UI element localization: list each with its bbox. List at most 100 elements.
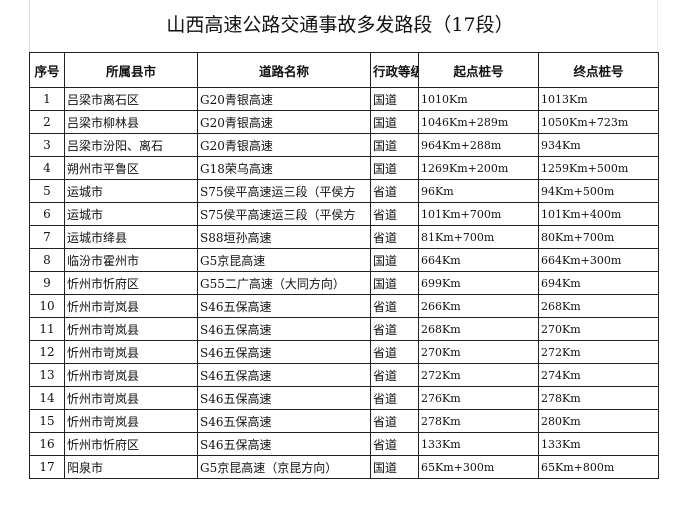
table-row: 16 忻州市忻府区 S46五保高速 省道 133Km 133Km (29, 432, 659, 456)
cell-end-stake: 1050Km+723m (538, 110, 659, 134)
cell-admin-level: 省道 (370, 409, 419, 433)
table-row: 2 吕梁市柳林县 G20青银高速 国道 1046Km+289m 1050Km+723m (29, 110, 659, 134)
cell-county: 运城市 (64, 179, 198, 203)
cell-road-name: S75侯平高速运三段（平侯方 (197, 179, 371, 203)
cell-admin-level: 省道 (370, 179, 419, 203)
accident-sections-table: 序号 所属县市 道路名称 行政等级 起点桩号 终点桩号 1 吕梁市离石区 G20青银高速 国道 1… (29, 52, 659, 479)
cell-seq: 3 (29, 133, 65, 157)
cell-end-stake: 278Km (538, 386, 659, 410)
cell-admin-level: 国道 (370, 87, 419, 111)
cell-admin-level: 国道 (370, 248, 419, 272)
cell-road-name: G5京昆高速 (197, 248, 371, 272)
cell-seq: 2 (29, 110, 65, 134)
cell-start-stake: 664Km (418, 248, 539, 272)
cell-county: 吕梁市汾阳、离石 (64, 133, 198, 157)
cell-admin-level: 国道 (370, 156, 419, 180)
table-row: 5 运城市 S75侯平高速运三段（平侯方 省道 96Km 94Km+500m (29, 179, 659, 203)
cell-road-name: S46五保高速 (197, 409, 371, 433)
cell-admin-level: 国道 (370, 455, 419, 479)
cell-admin-level: 省道 (370, 294, 419, 318)
cell-seq: 7 (29, 225, 65, 249)
cell-admin-level: 国道 (370, 110, 419, 134)
page-edge (29, 0, 30, 60)
cell-road-name: S75侯平高速运三段（平侯方 (197, 202, 371, 226)
cell-road-name: G18荣乌高速 (197, 156, 371, 180)
cell-end-stake: 268Km (538, 294, 659, 318)
header-seq: 序号 (29, 52, 65, 88)
cell-end-stake: 694Km (538, 271, 659, 295)
cell-end-stake: 274Km (538, 363, 659, 387)
cell-end-stake: 94Km+500m (538, 179, 659, 203)
table-row: 10 忻州市岢岚县 S46五保高速 省道 266Km 268Km (29, 294, 659, 318)
cell-road-name: G55二广高速（大同方向） (197, 271, 371, 295)
cell-start-stake: 96Km (418, 179, 539, 203)
cell-seq: 5 (29, 179, 65, 203)
cell-start-stake: 276Km (418, 386, 539, 410)
cell-seq: 17 (29, 455, 65, 479)
table-row: 6 运城市 S75侯平高速运三段（平侯方 省道 101Km+700m 101Km+400m (29, 202, 659, 226)
cell-admin-level: 省道 (370, 317, 419, 341)
cell-seq: 15 (29, 409, 65, 433)
cell-admin-level: 国道 (370, 271, 419, 295)
header-admin-level: 行政等级 (370, 52, 419, 88)
header-road-name: 道路名称 (197, 52, 371, 88)
cell-end-stake: 133Km (538, 432, 659, 456)
cell-end-stake: 80Km+700m (538, 225, 659, 249)
table-row: 7 运城市绛县 S88垣孙高速 省道 81Km+700m 80Km+700m (29, 225, 659, 249)
cell-end-stake: 934Km (538, 133, 659, 157)
cell-county: 运城市绛县 (64, 225, 198, 249)
cell-road-name: G20青银高速 (197, 87, 371, 111)
page-title: 山西高速公路交通事故多发路段（17段） (166, 14, 514, 36)
cell-start-stake: 81Km+700m (418, 225, 539, 249)
cell-end-stake: 272Km (538, 340, 659, 364)
cell-start-stake: 278Km (418, 409, 539, 433)
cell-road-name: S46五保高速 (197, 432, 371, 456)
header-county: 所属县市 (64, 52, 198, 88)
cell-county: 忻州市忻府区 (64, 271, 198, 295)
cell-county: 忻州市岢岚县 (64, 363, 198, 387)
cell-start-stake: 699Km (418, 271, 539, 295)
table-row: 15 忻州市岢岚县 S46五保高速 省道 278Km 280Km (29, 409, 659, 433)
cell-county: 吕梁市离石区 (64, 87, 198, 111)
table-row: 1 吕梁市离石区 G20青银高速 国道 1010Km 1013Km (29, 87, 659, 111)
cell-admin-level: 省道 (370, 202, 419, 226)
cell-road-name: S46五保高速 (197, 340, 371, 364)
table-row: 4 朔州市平鲁区 G18荣乌高速 国道 1269Km+200m 1259Km+500m (29, 156, 659, 180)
cell-county: 运城市 (64, 202, 198, 226)
cell-end-stake: 65Km+800m (538, 455, 659, 479)
table-row: 9 忻州市忻府区 G55二广高速（大同方向） 国道 699Km 694Km (29, 271, 659, 295)
cell-seq: 9 (29, 271, 65, 295)
cell-start-stake: 268Km (418, 317, 539, 341)
cell-start-stake: 272Km (418, 363, 539, 387)
cell-seq: 6 (29, 202, 65, 226)
cell-road-name: G20青银高速 (197, 133, 371, 157)
table-row: 17 阳泉市 G5京昆高速（京昆方向） 国道 65Km+300m 65Km+800m (29, 455, 659, 479)
cell-road-name: S46五保高速 (197, 317, 371, 341)
cell-county: 朔州市平鲁区 (64, 156, 198, 180)
cell-start-stake: 964Km+288m (418, 133, 539, 157)
cell-end-stake: 270Km (538, 317, 659, 341)
cell-admin-level: 国道 (370, 133, 419, 157)
cell-seq: 8 (29, 248, 65, 272)
cell-end-stake: 1259Km+500m (538, 156, 659, 180)
cell-admin-level: 省道 (370, 432, 419, 456)
cell-start-stake: 65Km+300m (418, 455, 539, 479)
cell-end-stake: 101Km+400m (538, 202, 659, 226)
table-row: 11 忻州市岢岚县 S46五保高速 省道 268Km 270Km (29, 317, 659, 341)
table-row: 8 临汾市霍州市 G5京昆高速 国道 664Km 664Km+300m (29, 248, 659, 272)
table-header-row: 序号 所属县市 道路名称 行政等级 起点桩号 终点桩号 (29, 52, 659, 88)
table-row: 14 忻州市岢岚县 S46五保高速 省道 276Km 278Km (29, 386, 659, 410)
cell-seq: 16 (29, 432, 65, 456)
cell-county: 临汾市霍州市 (64, 248, 198, 272)
cell-county: 忻州市岢岚县 (64, 294, 198, 318)
cell-seq: 4 (29, 156, 65, 180)
table-row: 12 忻州市岢岚县 S46五保高速 省道 270Km 272Km (29, 340, 659, 364)
table-row: 3 吕梁市汾阳、离石 G20青银高速 国道 964Km+288m 934Km (29, 133, 659, 157)
cell-admin-level: 省道 (370, 225, 419, 249)
cell-county: 忻州市岢岚县 (64, 340, 198, 364)
cell-road-name: S88垣孙高速 (197, 225, 371, 249)
cell-road-name: S46五保高速 (197, 294, 371, 318)
cell-county: 忻州市岢岚县 (64, 317, 198, 341)
cell-road-name: S46五保高速 (197, 363, 371, 387)
cell-county: 吕梁市柳林县 (64, 110, 198, 134)
